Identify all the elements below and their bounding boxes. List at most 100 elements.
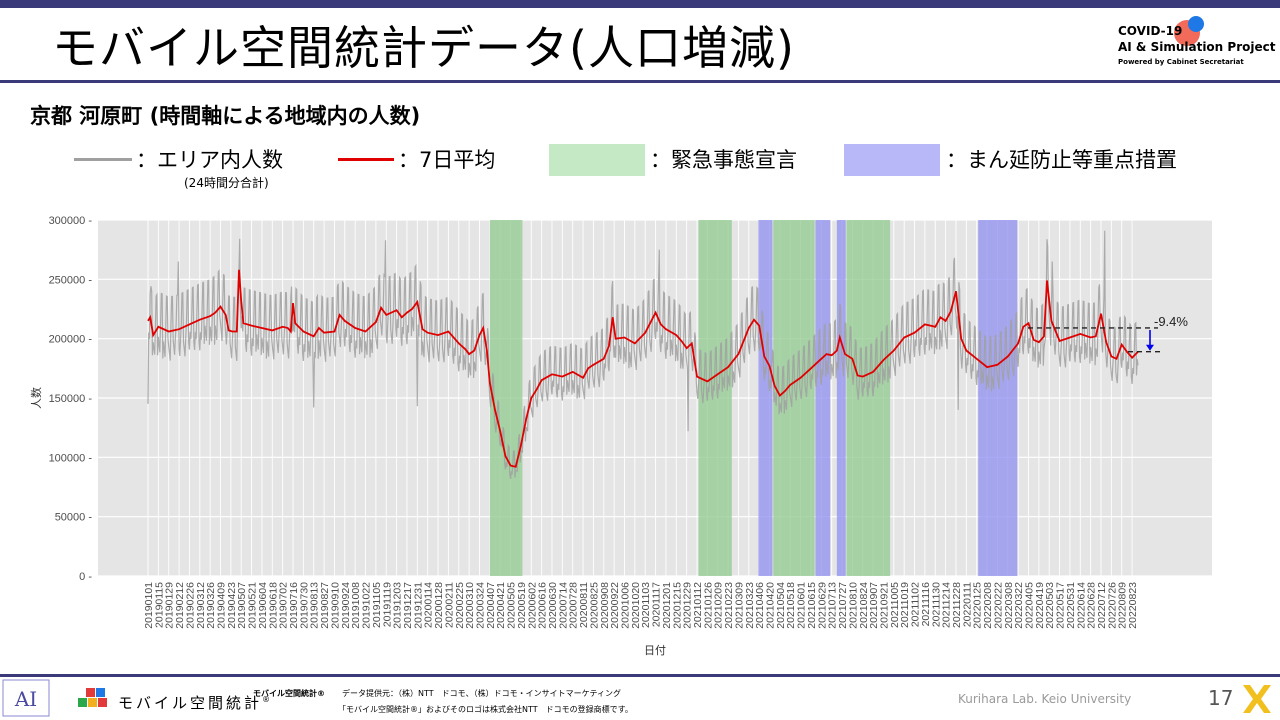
y-tick-label: 50000 -	[55, 512, 93, 524]
x-tick-label: 20200922	[609, 582, 621, 629]
x-tick-label: 20191231	[412, 582, 424, 629]
x-tick-label: 20200728	[568, 582, 580, 629]
logo-line-2: AI & Simulation Project	[1118, 40, 1276, 54]
x-tick-label: 20191203	[392, 582, 404, 629]
project-x-logo-icon	[1243, 685, 1271, 713]
x-tick-label: 20210713	[827, 582, 839, 629]
x-tick-label: 20210615	[806, 582, 818, 629]
logo-line-1: COVID-19	[1118, 24, 1183, 38]
x-tick-label: 20191022	[361, 582, 373, 629]
x-tick-label: 20190827	[319, 582, 331, 629]
x-tick-label: 20200324	[474, 582, 486, 629]
x-tick-label: 20200114	[423, 582, 435, 628]
x-tick-label: 20190716	[288, 582, 300, 629]
x-tick-label: 20190226	[184, 582, 196, 629]
x-tick-label: 20210824	[858, 582, 870, 629]
x-tick-label: 20191008	[350, 582, 362, 629]
brand-name-text: モバイル空間統計	[118, 694, 263, 712]
x-tick-label: 20200714	[557, 582, 569, 629]
x-tick-label: 20201201	[661, 582, 673, 629]
brand-cube-icon	[98, 698, 107, 707]
x-tick-label: 20190409	[216, 582, 228, 629]
x-tick-label: 20210420	[765, 582, 777, 629]
brand-cube-icon	[88, 698, 97, 707]
x-tick-label: 20211116	[920, 582, 932, 627]
legend-green-swatch	[549, 144, 645, 176]
x-tick-label: 20200505	[506, 582, 518, 629]
x-tick-label: 20220823	[1127, 582, 1139, 629]
footer-provider: データ提供元：（株）NTT ドコモ、（株）ドコモ・インサイトマーケティング	[342, 689, 621, 698]
x-tick-label: 20210907	[868, 582, 880, 629]
x-tick-label: 20220531	[1065, 582, 1077, 629]
x-tick-label: 20191105	[371, 582, 383, 628]
y-tick-label: 200000 -	[49, 334, 93, 346]
brand-mark: ®	[262, 695, 274, 704]
x-tick-label: 20220308	[1003, 582, 1015, 629]
x-tick-label: 20190730	[298, 582, 310, 629]
x-tick-label: 20190312	[195, 582, 207, 629]
change-annotation: -9.4%	[1154, 314, 1188, 329]
x-tick-label: 20210112	[692, 582, 704, 628]
x-tick-label: 20220809	[1117, 582, 1129, 629]
footer-lab: Kurihara Lab. Keio University	[958, 692, 1132, 706]
x-tick-label: 20200908	[599, 582, 611, 629]
x-tick-label: 20220503	[1044, 582, 1056, 629]
x-tick-label: 20200407	[485, 582, 497, 629]
legend-red-label: ：7日平均	[398, 148, 496, 172]
x-tick-label: 20210323	[744, 582, 756, 629]
x-tick-label: 20200128	[433, 582, 445, 629]
x-tick-label: 20200211	[443, 582, 455, 628]
legend-red-line-icon	[338, 158, 394, 161]
x-tick-label: 20211102	[910, 582, 922, 627]
x-tick-label: 20190212	[174, 582, 186, 629]
x-tick-label: 20210126	[702, 582, 714, 629]
legend-gray-line-icon	[74, 158, 132, 161]
brand-cube-icon	[78, 698, 87, 707]
x-tick-label: 20211228	[951, 582, 963, 628]
x-tick-label: 20190604	[257, 582, 269, 629]
x-tick-label: 20210309	[733, 582, 745, 629]
lab-logo-text: AI	[14, 687, 37, 711]
x-tick-label: 20200602	[526, 582, 538, 629]
x-tick-label: 20200225	[454, 582, 466, 629]
x-tick-label: 20201229	[682, 582, 694, 629]
logo-line-3: Powered by Cabinet Secretariat	[1118, 58, 1244, 66]
x-tick-label: 20201006	[620, 582, 632, 629]
emergency-band	[773, 220, 815, 576]
legend-blue-swatch	[844, 144, 940, 176]
y-tick-label: 250000 -	[49, 274, 93, 286]
x-tick-label: 20200630	[547, 582, 559, 629]
x-tick-label: 20190326	[205, 582, 217, 629]
y-axis-title: 人数	[30, 387, 43, 409]
x-tick-label: 20190423	[226, 582, 238, 629]
footer: AI モバイル空間統計® モバイル空間統計® データ提供元：（株）NTT ドコモ…	[0, 678, 1280, 720]
x-tick-label: 20210921	[878, 582, 890, 629]
page-title: モバイル空間統計データ(人口増減)	[52, 21, 795, 75]
legend: ：エリア内人数 (24時間分合計) ：7日平均 ：緊急事態宣言 ：まん延防止等重…	[0, 142, 1280, 190]
x-tick-label: 20190924	[340, 582, 352, 629]
x-tick-label: 20220322	[1013, 582, 1025, 629]
emergency-band	[698, 220, 732, 576]
x-tick-label: 20200310	[464, 582, 476, 629]
x-tick-label: 20220726	[1106, 582, 1118, 629]
x-tick-label: 20200811	[578, 582, 590, 628]
x-tick-label: 20201020	[630, 582, 642, 629]
brand-cube-icon	[86, 688, 95, 697]
x-tick-label: 20190507	[236, 582, 248, 629]
x-tick-label: 20200616	[537, 582, 549, 629]
x-tick-label: 20191119	[381, 582, 393, 627]
legend-gray-sublabel: (24時間分合計)	[184, 176, 269, 190]
x-tick-label: 20190101	[143, 582, 155, 629]
x-tick-label: 20201103	[640, 582, 652, 628]
priority-measures-band	[815, 220, 831, 576]
x-tick-label: 20201215	[671, 582, 683, 629]
brand-name: モバイル空間統計®	[118, 692, 273, 713]
population-chart: 0 - 50000 - 100000 - 150000 - 200000 - 250000…	[30, 215, 1212, 657]
x-tick-label: 20210727	[837, 582, 849, 629]
x-tick-label: 20220517	[1055, 582, 1067, 629]
x-tick-label: 20210223	[723, 582, 735, 629]
x-tick-label: 20190813	[309, 582, 321, 629]
brand-cube-icon	[96, 688, 105, 697]
footer-divider	[0, 674, 1280, 677]
priority-measures-band	[758, 220, 773, 576]
